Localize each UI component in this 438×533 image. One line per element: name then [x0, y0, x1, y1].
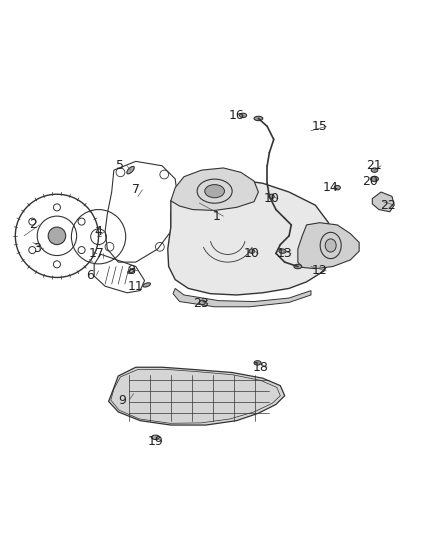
Text: 10: 10 — [244, 247, 260, 260]
Text: 10: 10 — [264, 192, 279, 205]
Text: 21: 21 — [367, 159, 382, 172]
Text: 12: 12 — [312, 264, 328, 277]
Polygon shape — [109, 367, 285, 425]
Text: 16: 16 — [229, 109, 244, 122]
Text: 13: 13 — [277, 247, 293, 260]
Text: 5: 5 — [117, 159, 124, 172]
Ellipse shape — [294, 264, 302, 269]
Text: 11: 11 — [128, 280, 144, 293]
Text: 9: 9 — [119, 393, 127, 407]
Ellipse shape — [334, 185, 340, 190]
Ellipse shape — [205, 184, 224, 198]
Ellipse shape — [254, 361, 261, 365]
Text: 17: 17 — [88, 247, 104, 260]
Ellipse shape — [143, 283, 151, 287]
Polygon shape — [372, 192, 394, 212]
Text: 8: 8 — [127, 264, 135, 277]
Text: 2: 2 — [29, 219, 37, 231]
Text: 20: 20 — [362, 175, 378, 188]
Ellipse shape — [199, 300, 205, 304]
Polygon shape — [171, 168, 258, 211]
Ellipse shape — [249, 249, 254, 253]
Ellipse shape — [279, 249, 286, 253]
Ellipse shape — [127, 166, 134, 174]
Text: 22: 22 — [380, 199, 396, 212]
Ellipse shape — [269, 194, 274, 199]
Text: 23: 23 — [194, 297, 209, 310]
Text: 6: 6 — [86, 269, 94, 282]
Text: 14: 14 — [323, 181, 339, 194]
Polygon shape — [168, 179, 333, 295]
Ellipse shape — [254, 116, 263, 120]
Ellipse shape — [128, 269, 135, 273]
Text: 3: 3 — [33, 243, 41, 255]
Polygon shape — [298, 223, 359, 269]
Polygon shape — [173, 288, 311, 307]
Text: 19: 19 — [148, 435, 163, 448]
Text: 7: 7 — [132, 183, 140, 196]
Text: 4: 4 — [95, 225, 102, 238]
Ellipse shape — [240, 113, 247, 118]
Text: 18: 18 — [253, 361, 268, 374]
Text: 1: 1 — [213, 209, 221, 223]
Circle shape — [48, 227, 66, 245]
Ellipse shape — [152, 435, 159, 440]
Ellipse shape — [371, 176, 378, 182]
Text: 15: 15 — [312, 120, 328, 133]
Ellipse shape — [371, 168, 378, 172]
Ellipse shape — [325, 239, 336, 252]
